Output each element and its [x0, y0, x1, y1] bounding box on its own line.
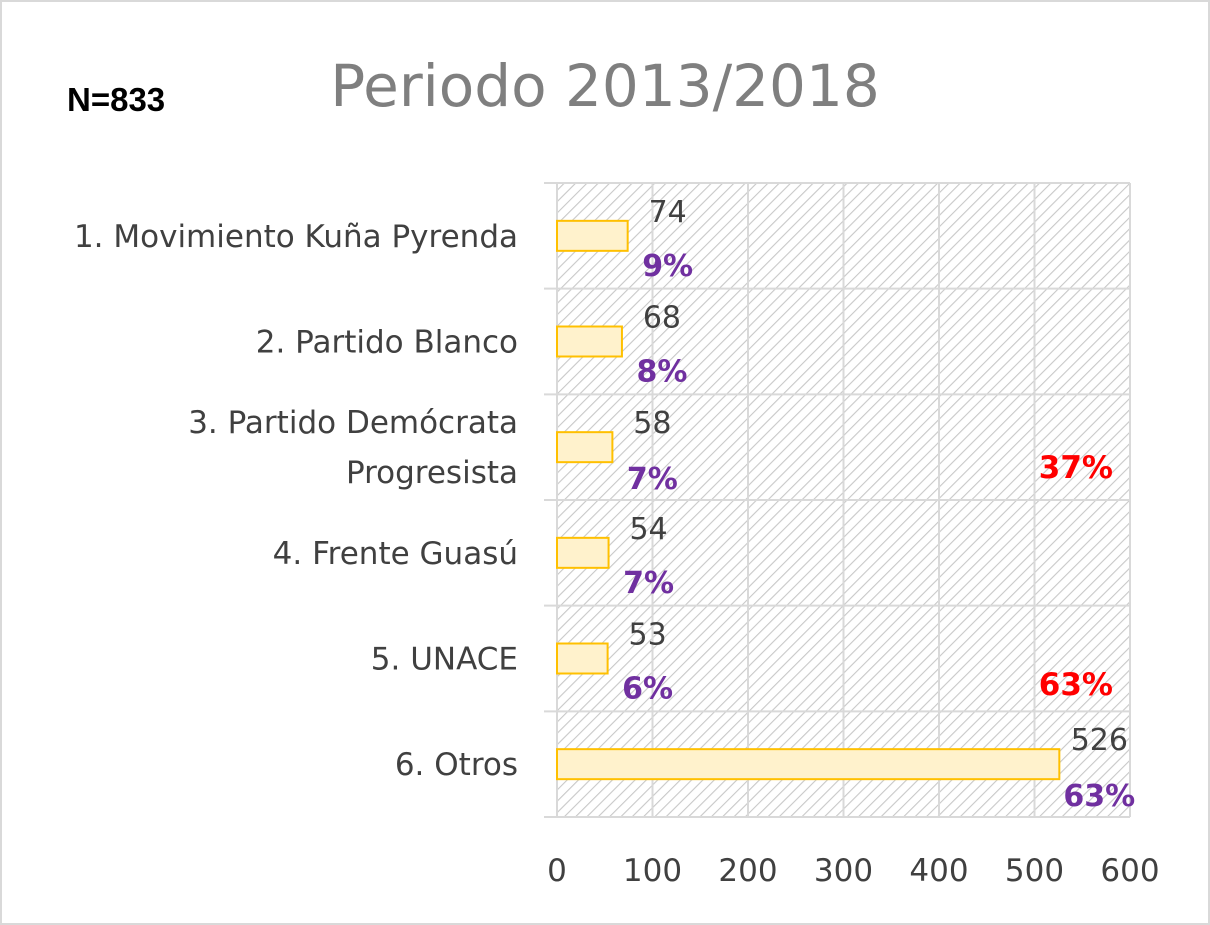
chart-title: Periodo 2013/2018: [330, 52, 880, 120]
percent-label-2: 8%: [636, 355, 687, 390]
n-label: N=833: [67, 81, 165, 118]
x-tick-label-400: 400: [909, 853, 968, 889]
category-label-3-line-1: 3. Partido Demócrata: [188, 405, 518, 441]
category-label-5: 5. UNACE: [371, 642, 518, 678]
x-tick-label-300: 300: [814, 853, 873, 889]
percent-label-5: 6%: [622, 672, 673, 707]
value-label-1: 74: [649, 195, 687, 230]
category-label-2: 2. Partido Blanco: [256, 325, 518, 361]
x-tick-label-0: 0: [547, 853, 567, 889]
value-label-5: 53: [629, 618, 667, 653]
annotation-2: 63%: [1039, 667, 1113, 703]
x-tick-label-200: 200: [718, 853, 777, 889]
percent-label-4: 7%: [623, 566, 674, 601]
annotation-1: 37%: [1039, 450, 1113, 486]
percent-label-1: 9%: [642, 249, 693, 284]
bar-6: [556, 748, 1061, 781]
category-label-6: 6. Otros: [395, 747, 518, 783]
x-tick-label-100: 100: [623, 853, 682, 889]
bar-4: [556, 536, 610, 569]
bar-3: [556, 431, 614, 464]
bar-5: [556, 642, 609, 675]
x-tick-label-600: 600: [1100, 853, 1159, 889]
value-label-2: 68: [643, 301, 681, 336]
category-label-3-line-2: Progresista: [346, 455, 518, 491]
category-label-4: 4. Frente Guasú: [273, 536, 518, 572]
value-label-6: 526: [1071, 723, 1128, 758]
percent-label-6: 63%: [1063, 779, 1135, 814]
value-label-4: 54: [629, 512, 667, 547]
percent-label-3: 7%: [627, 462, 678, 497]
value-label-3: 58: [633, 406, 671, 441]
category-label-1: 1. Movimiento Kuña Pyrenda: [74, 219, 518, 255]
bar-1: [556, 219, 629, 252]
x-tick-label-500: 500: [1005, 853, 1064, 889]
bar-2: [556, 325, 623, 358]
